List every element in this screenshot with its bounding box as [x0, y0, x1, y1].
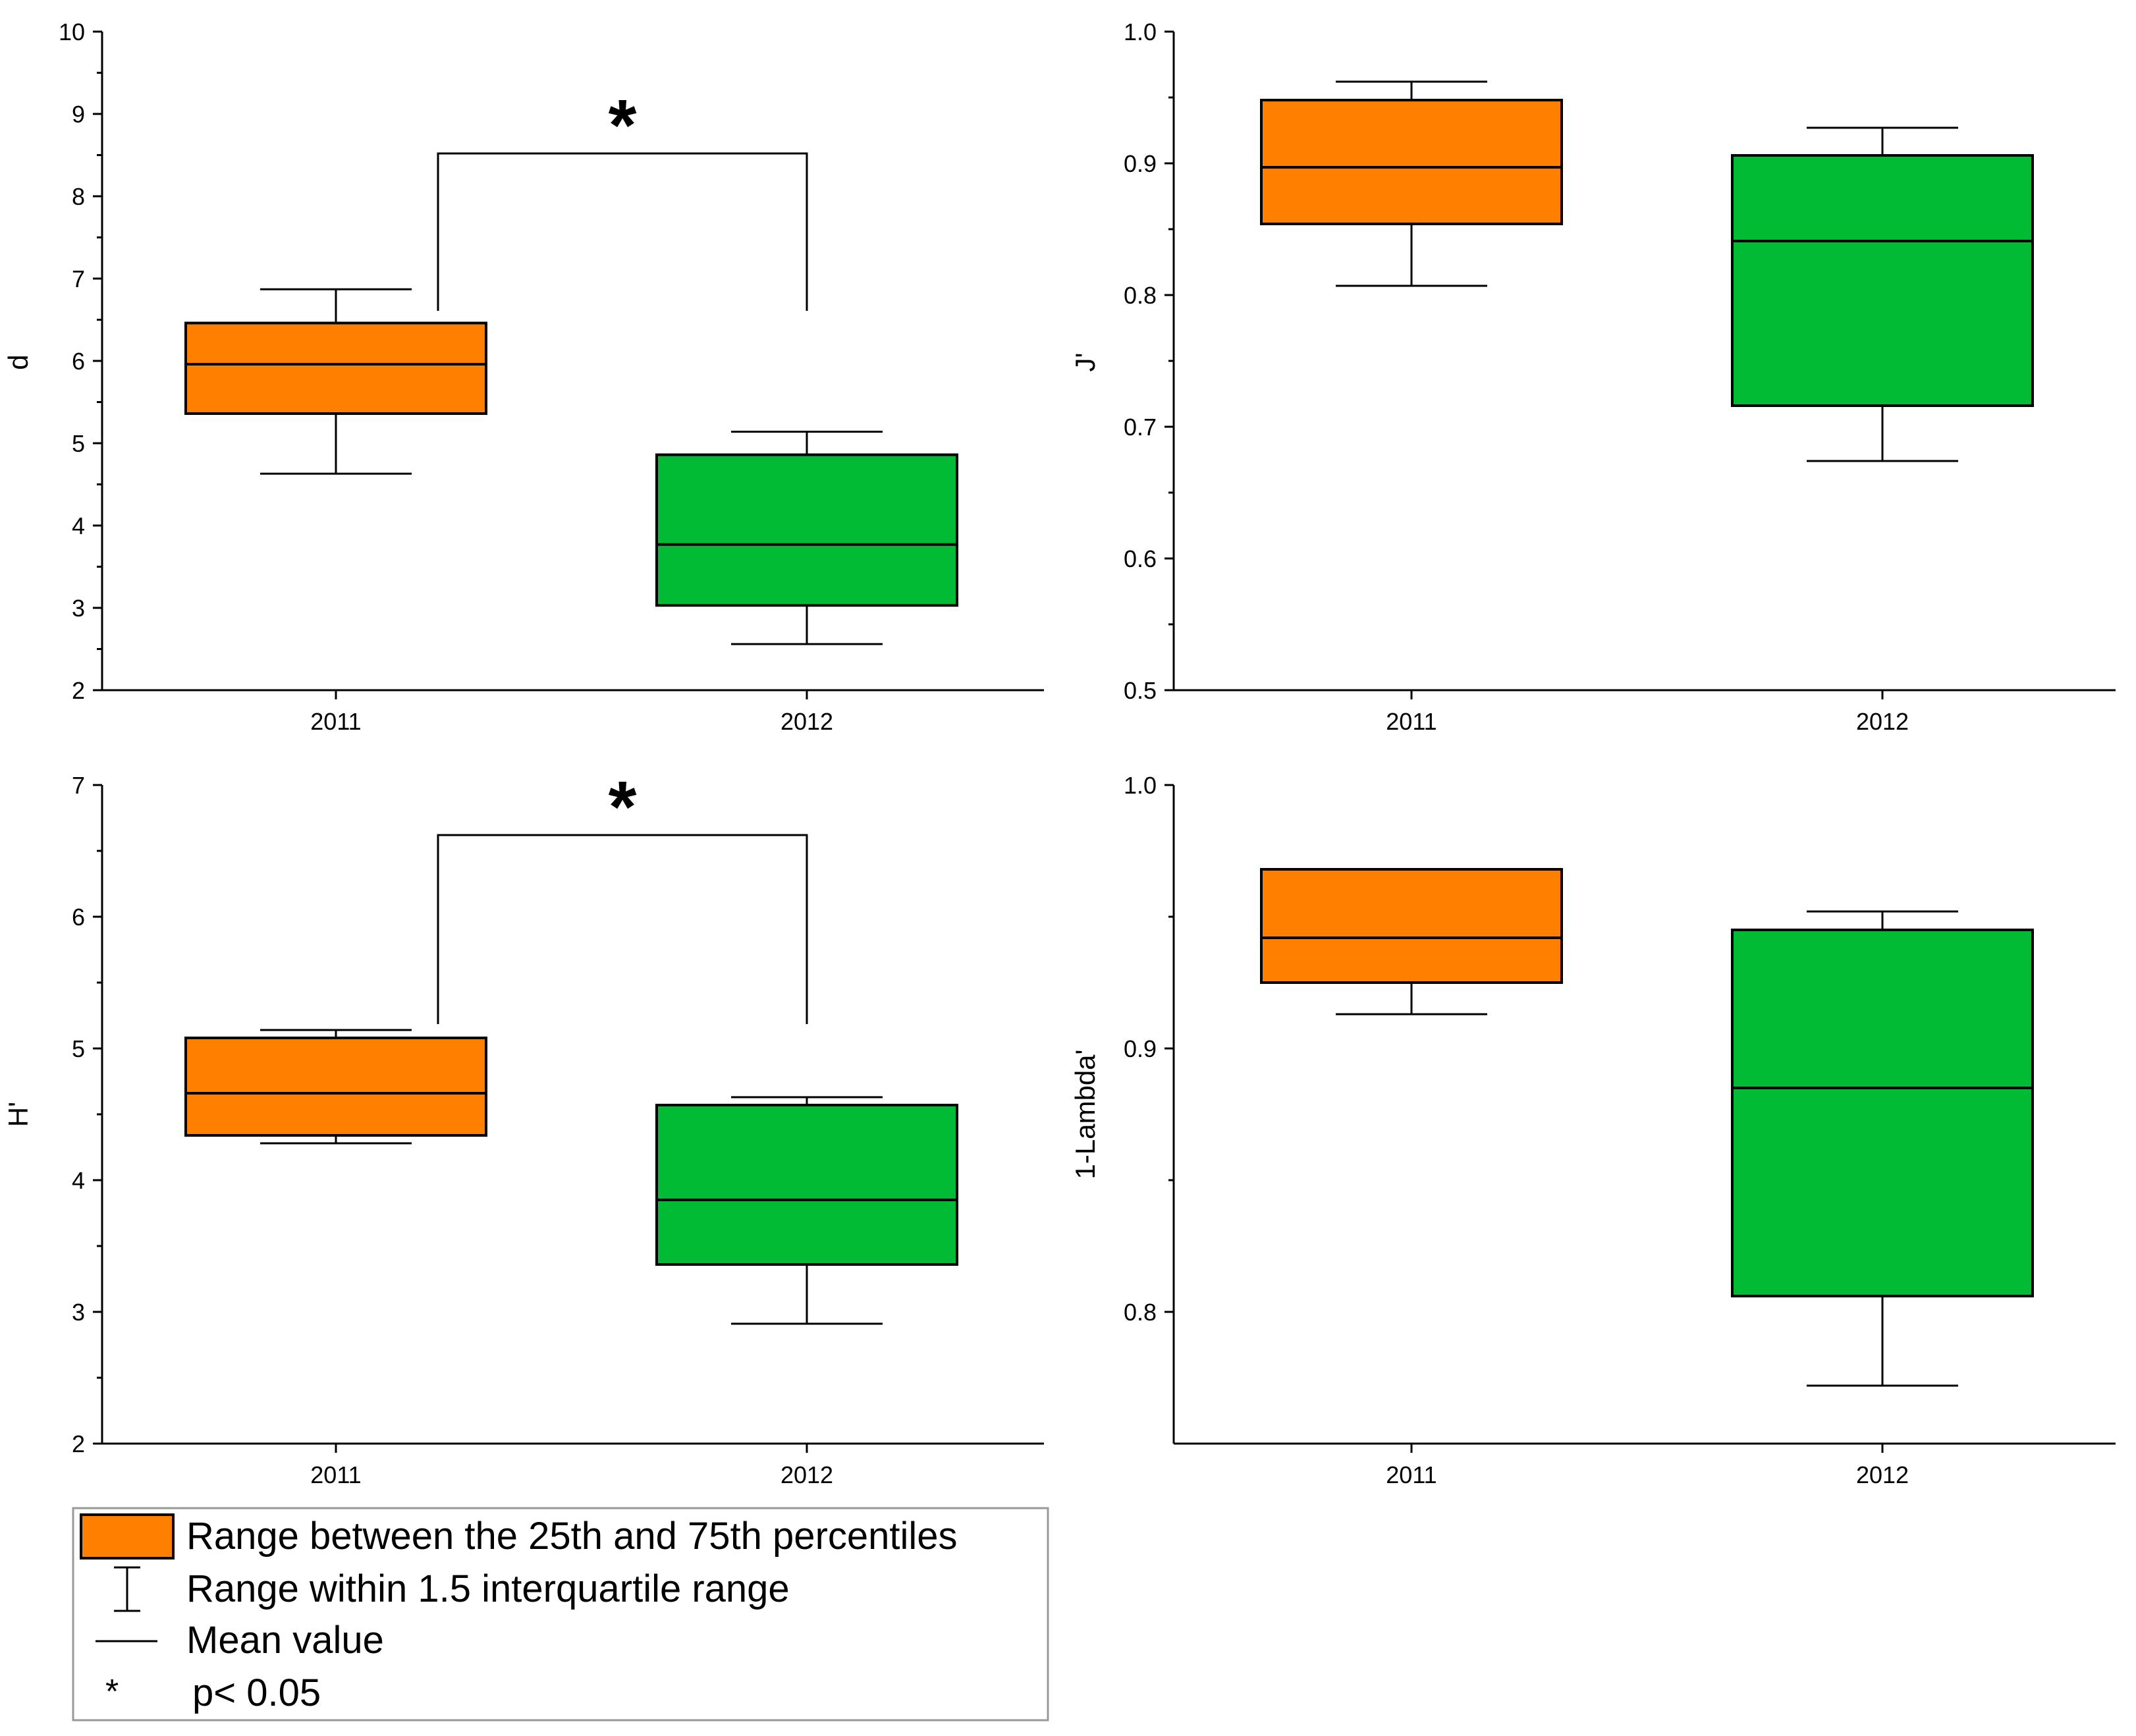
legend-whisker-symbol	[114, 1566, 140, 1612]
y-tick-label: 0.6	[1124, 545, 1157, 572]
x-tick-label: 2011	[310, 708, 361, 735]
y-tick-label: 7	[72, 265, 85, 292]
y-tick-label: 8	[72, 183, 85, 210]
x-tick-label: 2011	[310, 1461, 361, 1488]
y-tick-label: 1.0	[1124, 772, 1157, 799]
iqr-box	[1731, 929, 2034, 1297]
iqr-box	[1731, 154, 2034, 407]
y-tick-label: 6	[72, 348, 85, 375]
y-tick-label: 0.9	[1124, 1035, 1157, 1062]
panel-d-chart: 2 3 4 5 6 7 8 9 10 d 2011 2012 *	[3, 18, 1044, 735]
iqr-box	[184, 1037, 487, 1137]
y-tick-label: 0.7	[1124, 414, 1157, 441]
x-tick-label: 2012	[1856, 708, 1909, 735]
y-tick-label: 4	[72, 1167, 85, 1194]
y-axis-title: J'	[1070, 352, 1101, 371]
bracket-line	[437, 152, 808, 311]
iqr-box	[1260, 99, 1563, 225]
significance-star: *	[609, 85, 637, 166]
iqr-box	[184, 321, 487, 415]
box-plot-2012	[655, 1096, 958, 1325]
y-axis-title: 1-Lambda'	[1070, 1049, 1101, 1179]
y-tick-label: 10	[59, 18, 85, 45]
iqr-box	[655, 1104, 958, 1266]
iqr-box	[1260, 868, 1563, 984]
bracket-line	[437, 834, 808, 1024]
y-axis-title: d	[3, 354, 34, 369]
y-tick-label: 1.0	[1124, 18, 1157, 45]
y-tick-label: 3	[72, 595, 85, 622]
box-plot-2011	[184, 288, 487, 475]
legend-star-symbol: *	[105, 1673, 119, 1711]
x-tick-label: 2012	[780, 1461, 833, 1488]
y-tick-label: 0.8	[1124, 1299, 1157, 1326]
iqr-box	[655, 453, 958, 607]
panel-h-chart: 2 3 4 5 6 7 H' 2011 2012 *	[3, 767, 1044, 1488]
legend-label-mean: Mean value	[186, 1619, 384, 1662]
y-tick-label: 0.8	[1124, 282, 1157, 309]
y-tick-label: 9	[72, 101, 85, 128]
y-tick-label: 3	[72, 1299, 85, 1326]
box-plot-2011	[1260, 868, 1563, 1016]
y-tick-label: 5	[72, 1035, 85, 1062]
box-plot-2012	[1731, 910, 2034, 1387]
significance-bracket: *	[437, 767, 808, 1024]
legend-label-significance: p< 0.05	[192, 1671, 321, 1714]
box-plot-2012	[655, 431, 958, 645]
x-tick-label: 2012	[780, 708, 833, 735]
x-tick-label: 2011	[1386, 708, 1437, 735]
significance-star: *	[609, 767, 637, 848]
legend-label-box: Range between the 25th and 75th percenti…	[186, 1515, 958, 1558]
legend-box-swatch	[80, 1513, 175, 1560]
legend: Range between the 25th and 75th percenti…	[72, 1507, 1049, 1722]
x-tick-label: 2011	[1386, 1461, 1437, 1488]
y-tick-label: 6	[72, 904, 85, 931]
box-plot-2011	[184, 1029, 487, 1145]
legend-label-whisker: Range within 1.5 interquartile range	[186, 1567, 790, 1610]
x-tick-label: 2012	[1856, 1461, 1909, 1488]
box-plot-2011	[1260, 80, 1563, 287]
panel-j-chart: 0.5 0.6 0.7 0.8 0.9 1.0 J' 2011 2012	[1070, 18, 2116, 735]
legend-frame	[72, 1507, 1049, 1722]
y-tick-label: 2	[72, 677, 85, 704]
y-tick-label: 4	[72, 512, 85, 539]
y-tick-label: 5	[72, 430, 85, 457]
y-tick-label: 0.5	[1124, 677, 1157, 704]
y-axis-title: H'	[3, 1102, 34, 1127]
box-plot-2012	[1731, 126, 2034, 462]
y-tick-label: 0.9	[1124, 150, 1157, 177]
y-tick-label: 7	[72, 772, 85, 799]
y-tick-label: 2	[72, 1430, 85, 1457]
panel-lambda-chart: 0.8 0.9 1.0 1-Lambda' 2011 2012	[1070, 772, 2116, 1488]
significance-bracket: *	[437, 85, 808, 311]
